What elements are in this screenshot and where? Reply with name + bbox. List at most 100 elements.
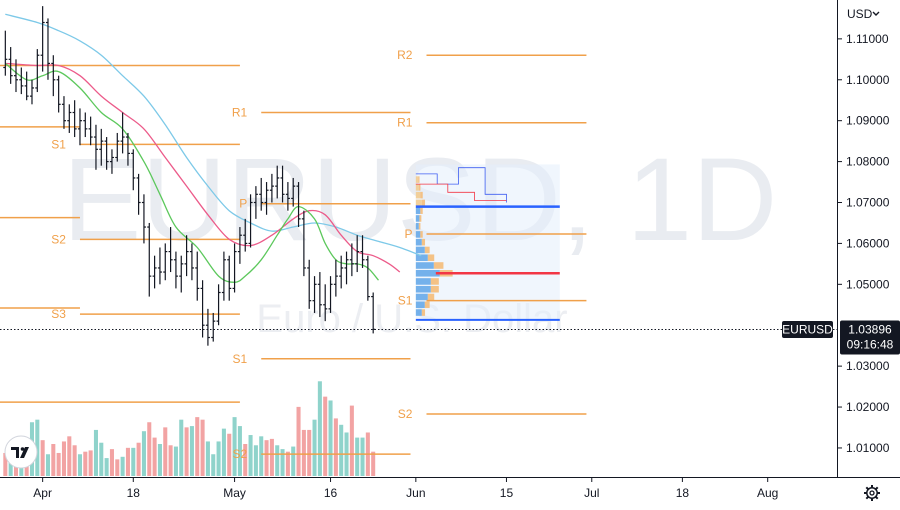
ohlc-bar: [365, 255, 370, 301]
ohlc-bar: [83, 112, 88, 138]
volume-bar: [125, 447, 130, 476]
ohlc-bar: [120, 112, 125, 154]
ohlc-bar: [232, 243, 237, 293]
price-bars[interactable]: [3, 6, 376, 346]
pivot-label: R2: [397, 48, 413, 62]
ohlc-bar: [323, 284, 328, 322]
x-tick-label: Apr: [33, 486, 52, 500]
x-tick-label: 18: [676, 486, 690, 500]
volume-profile-outline: [415, 167, 507, 203]
ohlc-bar: [280, 165, 285, 203]
ohlc-bar: [349, 243, 354, 277]
volume-profile-row: [415, 231, 421, 238]
volume-bars: [3, 381, 376, 476]
volume-bar: [189, 426, 194, 476]
ohlc-bar: [13, 59, 19, 93]
volume-bar: [307, 429, 312, 476]
ohlc-bar: [104, 137, 109, 170]
volume-profile-row: [415, 301, 425, 309]
currency-selector[interactable]: USD: [847, 7, 880, 21]
volume-bar: [339, 424, 344, 476]
volume-profile-range: [415, 164, 560, 320]
volume-bar: [35, 419, 40, 476]
volume-bar: [248, 435, 253, 476]
volume-bar: [72, 445, 77, 476]
ohlc-bar: [307, 259, 312, 309]
volume-profile-row: [415, 176, 419, 183]
volume-bar: [179, 419, 184, 476]
tradingview-logo[interactable]: [4, 435, 38, 469]
ohlc-bar: [173, 251, 178, 289]
symbol-tag: EURUSD: [782, 320, 833, 338]
volume-bar: [264, 440, 269, 476]
ohlc-bar: [360, 235, 365, 268]
ohlc-bar: [237, 227, 242, 264]
ohlc-bar: [285, 182, 290, 211]
ohlc-bar: [136, 173, 141, 215]
ohlc-bar: [275, 165, 280, 199]
volume-profile-row-sell: [418, 176, 420, 183]
ohlc-bar: [131, 149, 136, 191]
ohlc-bar: [141, 194, 146, 244]
volume-profile-row: [415, 207, 421, 214]
volume-bar: [259, 436, 264, 476]
volume-profile-row-sell: [430, 285, 439, 293]
ohlc-bar: [115, 132, 120, 162]
volume-bar: [67, 436, 72, 476]
ohlc-bar: [163, 243, 168, 281]
volume-bar: [301, 429, 306, 476]
volume-bar: [83, 451, 88, 476]
ohlc-bar: [355, 235, 360, 273]
volume-bar: [232, 417, 237, 476]
volume-bar: [280, 449, 285, 476]
ohlc-bar: [40, 6, 45, 72]
ohlc-bar: [195, 251, 200, 301]
pivot-label: R1: [232, 106, 248, 120]
ohlc-bar: [259, 177, 264, 211]
volume-profile-row-sell: [424, 246, 430, 254]
pivot-label: S1: [233, 352, 248, 366]
volume-bar: [269, 438, 274, 476]
volume-bar: [312, 419, 317, 476]
volume-profile-row: [415, 278, 431, 285]
ohlc-bar: [93, 124, 98, 170]
volume-bar: [216, 441, 221, 476]
volume-profile-row-sell: [419, 215, 422, 222]
ohlc-bar: [253, 186, 258, 219]
ohlc-bar: [243, 218, 248, 252]
price-axis[interactable]: 1.11000 1.10000 1.09000 1.08000 1.07000 1.060…: [837, 32, 890, 455]
ohlc-bar: [147, 222, 152, 297]
ohlc-bar: [269, 173, 274, 203]
ohlc-bar: [344, 251, 349, 285]
ohlc-bar: [109, 149, 114, 174]
ohlc-bar: [317, 272, 322, 318]
volume-bar: [99, 442, 104, 476]
ohlc-bar: [67, 104, 72, 133]
gear-icon[interactable]: [864, 485, 880, 501]
volume-bar: [104, 458, 109, 476]
ohlc-bar: [3, 30, 8, 76]
volume-profile-row-sell: [430, 278, 439, 285]
volume-bar: [291, 446, 296, 476]
volume-bar: [56, 452, 61, 476]
ohlc-bar: [227, 255, 232, 301]
ohlc-bar: [72, 100, 77, 138]
volume-profile-row: [415, 222, 419, 230]
pivot-label: P: [404, 227, 412, 241]
pivot-label: S1: [398, 294, 413, 308]
volume-profile-row-sell: [421, 199, 426, 207]
volume-bar: [45, 454, 51, 476]
ohlc-bar: [77, 108, 82, 146]
y-tick-label: 1.05000: [846, 277, 890, 291]
y-tick-label: 1.02000: [846, 400, 890, 414]
volume-bar: [109, 449, 114, 476]
volume-profile-row: [415, 269, 440, 277]
ohlc-bar: [35, 49, 40, 93]
time-axis[interactable]: Apr 18 May 16 Jun 15 Jul 18 Aug: [33, 477, 778, 500]
ohlc-bar: [157, 247, 162, 285]
ohlc-bar: [19, 67, 24, 95]
volume-profile[interactable]: [415, 164, 560, 321]
pivot-label: S2: [233, 447, 248, 461]
volume-profile-row-sell: [427, 254, 435, 262]
